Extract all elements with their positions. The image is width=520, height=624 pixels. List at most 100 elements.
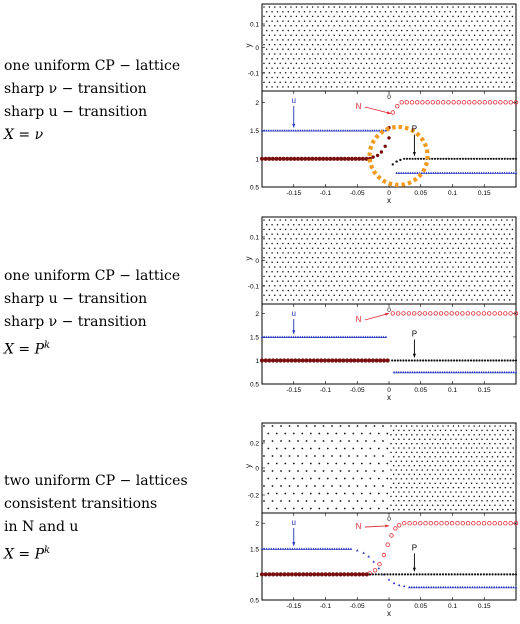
series-u-point — [436, 171, 440, 174]
series-u-point — [289, 335, 293, 338]
series-P-point — [374, 358, 379, 363]
series-P-point — [475, 157, 478, 160]
series-P-point — [459, 157, 462, 160]
series-P-point — [317, 156, 322, 161]
plot-x-tick-label: -0.05 — [350, 387, 365, 394]
series-N-point — [415, 100, 420, 105]
series-u-point — [330, 547, 334, 550]
series-u-point — [377, 129, 381, 132]
series-u-point — [437, 585, 440, 589]
series-P-point — [334, 572, 339, 577]
series-u-point — [341, 129, 345, 132]
series-P-point — [431, 157, 434, 160]
plot-center-label: 0 — [387, 94, 391, 101]
lattice-frame — [261, 3, 517, 92]
series-u-point — [471, 171, 474, 174]
series-P-point — [495, 157, 498, 160]
series-u-point — [276, 129, 280, 132]
series-P-point — [422, 157, 425, 160]
highlight-circle — [367, 124, 430, 188]
series-N-point — [449, 521, 455, 526]
plot-x-tick-label: -0.1 — [320, 603, 332, 610]
series-P-point — [424, 359, 427, 362]
lattice-y-tick-label: 0 — [255, 258, 259, 265]
series-P-point — [500, 157, 504, 160]
series-u-point — [312, 547, 315, 550]
series-P-point — [492, 359, 495, 362]
series-P-point — [470, 157, 473, 160]
series-u-point — [445, 171, 449, 174]
series-N — [390, 311, 519, 316]
series-u-point — [438, 370, 442, 374]
plot-x-label: x — [387, 393, 391, 402]
series-u-point — [491, 171, 495, 174]
series-P-point — [368, 573, 371, 576]
series-u-point — [300, 547, 304, 550]
series-u-point — [480, 171, 483, 174]
series-P-point — [403, 157, 406, 160]
series-P-point — [300, 358, 305, 363]
series-u-point — [457, 171, 460, 174]
caption-line: sharp u − transition — [4, 104, 148, 120]
series-N-point — [487, 521, 492, 526]
series-P-point — [409, 573, 412, 576]
series-P-point — [293, 572, 298, 577]
series-u-point — [334, 335, 338, 338]
series-u-point — [496, 370, 499, 374]
series-P-point — [357, 572, 362, 577]
annotation-P: P — [412, 543, 417, 552]
series-N-point — [493, 100, 498, 105]
series-u-point — [422, 171, 426, 174]
series-P-point — [512, 359, 515, 362]
series-u-point — [487, 370, 490, 374]
series-N-point — [428, 311, 433, 316]
series-u-point — [314, 335, 318, 338]
series-u-point — [397, 370, 400, 374]
series-P-point — [293, 358, 298, 363]
series-P-point — [459, 573, 462, 576]
series-P — [259, 572, 518, 577]
series-N-point — [508, 521, 513, 526]
series-P-point — [367, 358, 372, 363]
series-u-point — [293, 547, 297, 550]
plot-y-tick-label: 1.5 — [250, 334, 259, 341]
lattice-y-tick-label: -0.2 — [248, 493, 260, 500]
series-N-point — [513, 100, 519, 105]
series-P-point — [433, 573, 436, 576]
series-u-point — [294, 335, 298, 338]
series-u-point — [271, 335, 275, 338]
series-u-point — [353, 129, 356, 132]
series-u-point — [337, 129, 340, 132]
series-P-point — [495, 359, 498, 362]
series-P-point — [377, 573, 380, 576]
series-P-point — [383, 573, 386, 576]
series-u-point — [461, 171, 465, 174]
series-u-point — [326, 547, 329, 550]
series-u-point — [307, 547, 311, 550]
series-N-point — [435, 100, 441, 105]
series-u-point — [309, 547, 313, 550]
arrow-N — [364, 312, 390, 321]
series-P-point — [310, 156, 315, 161]
series-P-point — [288, 156, 293, 161]
series-P-point — [447, 573, 450, 576]
lattice-y-tick-label: 0.1 — [250, 22, 259, 29]
series-u-point — [321, 335, 325, 338]
series-P-point — [411, 157, 414, 160]
caption-line: in N and u — [4, 519, 79, 535]
series-u-point — [466, 171, 470, 174]
series-u-point — [330, 129, 334, 132]
series-u-point — [364, 129, 367, 132]
series-P-point — [364, 572, 369, 577]
series-P-point — [433, 359, 436, 362]
series-P-point — [392, 573, 395, 576]
series-P-point — [364, 156, 369, 161]
series-P-point — [453, 157, 456, 160]
plot-frame — [261, 303, 517, 385]
annotation-P: P — [412, 329, 417, 338]
series-u-point — [494, 171, 497, 174]
series-u-point — [344, 335, 347, 338]
series-N-point — [508, 100, 513, 105]
series-P-point — [346, 156, 351, 161]
series-N-point — [417, 311, 422, 316]
